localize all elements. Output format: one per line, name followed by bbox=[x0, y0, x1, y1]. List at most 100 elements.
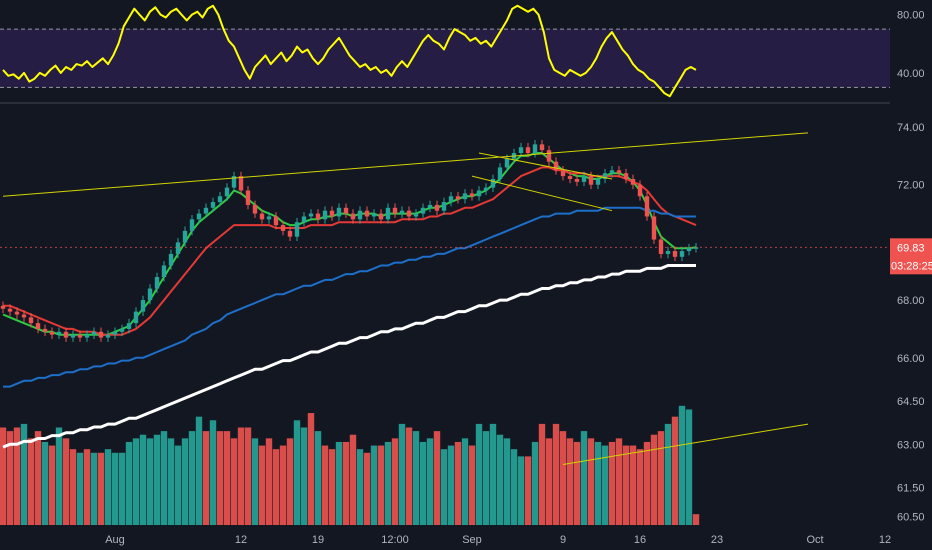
candle-body bbox=[182, 230, 188, 243]
candle-body bbox=[637, 184, 643, 197]
candle-body bbox=[539, 144, 545, 151]
candle-body bbox=[280, 225, 286, 231]
candle-body bbox=[658, 239, 664, 254]
volume-bar bbox=[34, 431, 42, 525]
volume-bar bbox=[643, 441, 651, 525]
candle-body bbox=[112, 331, 118, 335]
candle-body bbox=[525, 147, 531, 154]
volume-bar bbox=[391, 438, 399, 525]
candle-body bbox=[42, 328, 48, 332]
candle-body bbox=[343, 207, 349, 214]
candle-body bbox=[441, 202, 447, 211]
time-tick-label: Sep bbox=[462, 534, 482, 546]
candle-body bbox=[231, 176, 237, 188]
candle-body bbox=[427, 204, 433, 208]
candle-body bbox=[462, 193, 468, 200]
volume-bar bbox=[62, 438, 70, 525]
volume-bar bbox=[209, 420, 217, 525]
volume-bar bbox=[405, 427, 413, 525]
candle-body bbox=[21, 314, 27, 318]
rsi-line bbox=[2, 4, 697, 98]
candle-body bbox=[357, 210, 363, 220]
volume-bar bbox=[237, 427, 245, 525]
candle-body bbox=[329, 210, 335, 217]
volume-bar bbox=[293, 420, 301, 525]
candle-body bbox=[196, 213, 202, 220]
candle-body bbox=[630, 178, 636, 185]
volume-bar bbox=[468, 445, 476, 525]
candle-body bbox=[189, 219, 195, 231]
volume-bar bbox=[258, 445, 266, 525]
volume-bar bbox=[48, 445, 56, 525]
volume-bar bbox=[41, 441, 49, 525]
candle-body bbox=[518, 147, 524, 154]
candle-body bbox=[210, 202, 216, 208]
volume-bar bbox=[0, 427, 7, 525]
volume-bar bbox=[244, 427, 252, 525]
volume-bar bbox=[356, 449, 364, 525]
candle-body bbox=[287, 230, 293, 237]
volume-bar bbox=[321, 445, 329, 525]
candle-body bbox=[602, 173, 608, 179]
candle-body bbox=[560, 170, 566, 177]
candle-body bbox=[63, 331, 69, 338]
moving-average-line-4 bbox=[2, 264, 696, 449]
time-tick-label: 12:00 bbox=[381, 534, 409, 546]
volume-bar bbox=[55, 427, 63, 525]
price-tick-label: 74.00 bbox=[897, 122, 925, 134]
volume-bar bbox=[181, 438, 189, 525]
volume-bar bbox=[384, 441, 392, 525]
volume-bar bbox=[629, 445, 637, 525]
candle-body bbox=[203, 207, 209, 214]
candle-body bbox=[14, 311, 20, 315]
rsi-pane bbox=[0, 4, 890, 104]
candle-body bbox=[28, 317, 34, 324]
candle-body bbox=[693, 247, 699, 249]
volume-bar bbox=[426, 438, 434, 525]
candle-body bbox=[140, 300, 146, 312]
volume-bar bbox=[118, 452, 126, 525]
candle-body bbox=[399, 210, 405, 214]
volume-bar bbox=[552, 423, 560, 525]
volume-bar bbox=[160, 431, 168, 525]
volume-bar bbox=[559, 431, 567, 525]
volume-bar bbox=[97, 452, 105, 525]
volume-bar bbox=[195, 416, 203, 525]
volume-bar bbox=[125, 441, 133, 525]
volume-bar bbox=[398, 423, 406, 525]
time-tick-label: 12 bbox=[235, 534, 247, 546]
candle-body bbox=[609, 170, 615, 174]
candle-body bbox=[168, 253, 174, 266]
volume-bar bbox=[685, 409, 693, 525]
volume-bar bbox=[90, 452, 98, 525]
candle-body bbox=[574, 178, 580, 182]
candle-body bbox=[224, 187, 230, 197]
candle-body bbox=[679, 251, 685, 257]
candle-body bbox=[350, 213, 356, 220]
volume-bar bbox=[692, 514, 700, 525]
volume-bar bbox=[314, 431, 322, 525]
rsi-tick-label: 40.00 bbox=[897, 68, 925, 80]
candle-body bbox=[406, 210, 412, 217]
volume-bar bbox=[202, 431, 210, 525]
candle-body bbox=[252, 204, 258, 214]
volume-bar bbox=[538, 423, 546, 525]
time-tick-label: Aug bbox=[105, 534, 125, 546]
volume-bar bbox=[13, 427, 21, 525]
candle-body bbox=[133, 311, 139, 324]
volume-bar bbox=[440, 449, 448, 525]
trendline-3 bbox=[471, 175, 613, 212]
candle-body bbox=[0, 305, 6, 309]
candle-body bbox=[126, 323, 132, 329]
candle-body bbox=[546, 150, 552, 162]
time-axis[interactable]: Aug 12 19 12:00 Sep 9 16 23 Oct 12 bbox=[105, 534, 891, 546]
volume-bar bbox=[622, 445, 630, 525]
candle-body bbox=[301, 216, 307, 223]
price-tick-label: 68.00 bbox=[897, 295, 925, 307]
candle-body bbox=[392, 207, 398, 214]
volume-bar bbox=[566, 438, 574, 525]
volume-bar bbox=[6, 431, 14, 525]
candle-body bbox=[266, 216, 272, 220]
